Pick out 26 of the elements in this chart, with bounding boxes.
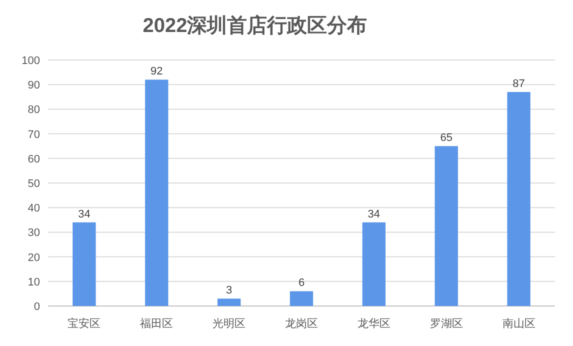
data-label: 6 xyxy=(298,277,305,290)
ytick: 100 xyxy=(22,55,40,67)
category: 龙岗区 xyxy=(285,318,318,330)
category: 南山区 xyxy=(502,318,536,330)
data-label: 34 xyxy=(368,208,380,220)
data-label: 87 xyxy=(512,78,525,90)
data-label: 34 xyxy=(78,208,90,220)
category: 光明区 xyxy=(212,318,246,330)
category: 宝安区 xyxy=(68,318,101,330)
title: 2022深圳首店行政区分布 xyxy=(142,15,368,37)
ytick: 10 xyxy=(28,276,40,288)
ytick: 40 xyxy=(28,202,40,215)
category: 福田区 xyxy=(140,318,174,330)
ytick: 50 xyxy=(28,178,40,190)
ytick: 80 xyxy=(28,104,40,116)
data-label: 3 xyxy=(226,284,232,297)
category: 龙华区 xyxy=(357,318,390,330)
ytick: 0 xyxy=(34,301,40,313)
ytick: 70 xyxy=(28,128,40,141)
category: 罗湖区 xyxy=(430,318,463,330)
ytick: 30 xyxy=(28,227,40,240)
data-label: 92 xyxy=(150,66,163,78)
ytick: 90 xyxy=(28,80,40,92)
data-label: 65 xyxy=(440,132,452,144)
ytick: 60 xyxy=(28,153,40,166)
ytick: 20 xyxy=(28,252,40,264)
